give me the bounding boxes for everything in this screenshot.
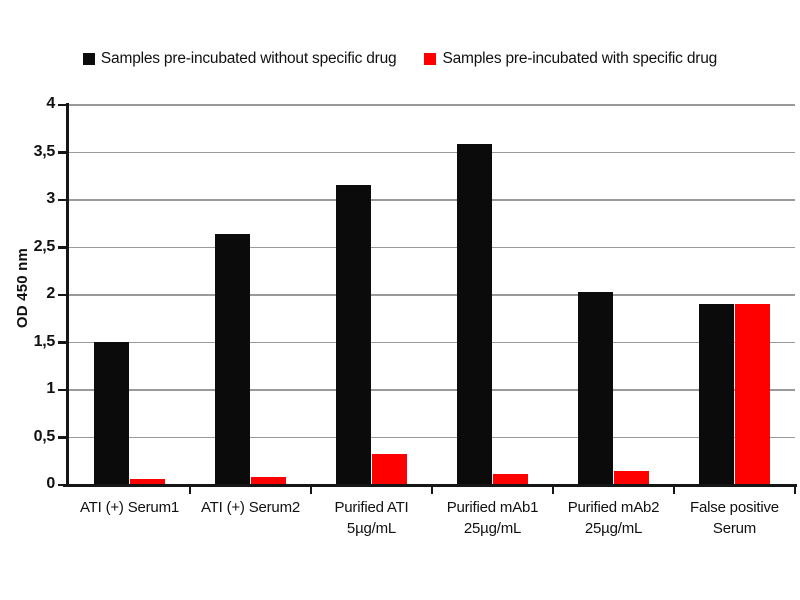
x-category-label-line: Purified mAb2 [567, 499, 660, 516]
legend-label: Samples pre-incubated without specific d… [100, 50, 397, 67]
bar-red-3 [493, 473, 528, 485]
x-axis-tick [551, 487, 555, 494]
gridline [69, 389, 795, 391]
y-axis-tick [58, 151, 66, 154]
x-category-label: False positive Serum [670, 497, 800, 539]
y-tick-label: 0 [46, 475, 55, 492]
x-category-label-line: Serum [712, 520, 757, 537]
x-axis-tick [309, 487, 313, 494]
x-category-label: Purified mAb2 25µg/mL [549, 497, 679, 539]
gridline [69, 246, 795, 249]
y-tick-label: 1 [46, 380, 55, 397]
y-axis-tick [58, 103, 66, 107]
y-tick-label: 2,5 [33, 237, 56, 255]
bar-black-4 [578, 292, 613, 485]
x-axis-tick [430, 487, 434, 494]
legend-label: Samples pre-incubated with specific drug [442, 50, 718, 67]
bar-red-5 [735, 303, 770, 485]
legend-square-icon [82, 53, 95, 65]
bar-red-0 [130, 479, 165, 485]
x-category-label: ATI (+) Serum2 [186, 497, 316, 518]
x-category-label-line: 5µg/mL [346, 520, 397, 537]
x-category-label: Purified mAb1 25µg/mL [428, 497, 558, 539]
y-axis-line [65, 103, 69, 487]
x-category-label-line: ATI (+) Serum2 [200, 499, 301, 516]
x-category-label: ATI (+) Serum1 [65, 497, 195, 518]
y-axis-tick [58, 483, 66, 487]
y-axis-tick [58, 246, 66, 249]
bar-black-2 [336, 184, 371, 485]
bar-black-1 [215, 234, 250, 485]
gridline [69, 341, 795, 344]
y-axis-tick [58, 388, 66, 392]
legend-item-0: Samples pre-incubated without specific d… [82, 50, 397, 68]
legend-square-icon [424, 53, 437, 65]
x-axis-tick [188, 487, 192, 494]
bar-black-3 [457, 143, 492, 485]
y-tick-label: 4 [46, 95, 55, 112]
bar-red-1 [251, 477, 286, 485]
y-axis-tick [58, 293, 66, 297]
y-tick-label: 0,5 [33, 427, 56, 445]
x-axis-line [63, 483, 797, 487]
x-category-label-line: False positive [690, 499, 779, 516]
y-tick-label: 2 [46, 285, 55, 302]
bar-black-5 [699, 303, 734, 485]
y-axis-tick [58, 198, 66, 202]
x-category-label-line: 25µg/mL [463, 520, 522, 537]
x-category-label-line: 25µg/mL [584, 520, 643, 537]
y-axis-tick [58, 341, 66, 344]
y-axis-tick [58, 436, 66, 439]
legend-item-1: Samples pre-incubated with specific drug [424, 50, 717, 68]
bar-red-4 [614, 470, 649, 485]
plot-area [69, 104, 795, 485]
chart-legend: Samples pre-incubated without specific d… [0, 50, 800, 68]
x-category-label-line: Purified ATI [334, 499, 409, 516]
gridline [69, 436, 795, 439]
gridline [69, 151, 795, 154]
y-tick-label: 3 [46, 190, 55, 207]
gridline [69, 199, 795, 201]
bar-black-0 [94, 341, 129, 485]
x-category-label-line: Purified mAb1 [446, 499, 539, 516]
y-tick-label: 1,5 [33, 332, 56, 350]
gridline [69, 294, 795, 296]
x-axis-tick [793, 487, 797, 494]
gridline [69, 104, 795, 106]
x-axis-tick [672, 487, 676, 494]
x-category-label: Purified ATI 5µg/mL [307, 497, 437, 539]
y-tick-label: 3,5 [33, 142, 56, 160]
x-category-label-line: ATI (+) Serum1 [79, 499, 180, 516]
bar-red-2 [372, 453, 407, 485]
